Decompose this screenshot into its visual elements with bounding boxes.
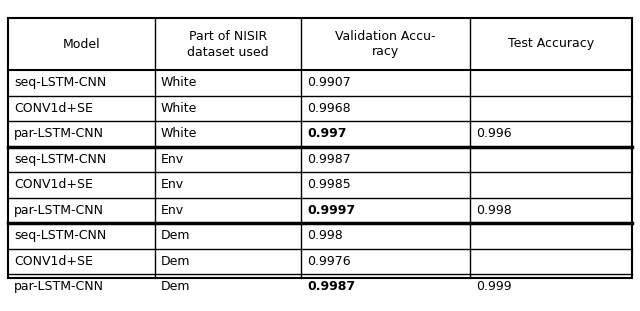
Text: 0.999: 0.999 <box>476 280 511 293</box>
Text: 0.9997: 0.9997 <box>307 204 355 217</box>
Text: Dem: Dem <box>161 229 190 242</box>
Text: Env: Env <box>161 204 184 217</box>
Text: par-LSTM-CNN: par-LSTM-CNN <box>14 204 104 217</box>
Text: seq-LSTM-CNN: seq-LSTM-CNN <box>14 153 106 166</box>
Text: Part of NISIR
dataset used: Part of NISIR dataset used <box>187 30 269 58</box>
Text: 0.9907: 0.9907 <box>307 76 351 89</box>
Text: seq-LSTM-CNN: seq-LSTM-CNN <box>14 229 106 242</box>
Text: seq-LSTM-CNN: seq-LSTM-CNN <box>14 76 106 89</box>
Text: 0.996: 0.996 <box>476 127 511 140</box>
Text: Model: Model <box>63 38 100 50</box>
Text: White: White <box>161 127 197 140</box>
Text: par-LSTM-CNN: par-LSTM-CNN <box>14 280 104 293</box>
Text: CONV1d+SE: CONV1d+SE <box>14 102 93 115</box>
Text: Test Accuracy: Test Accuracy <box>508 38 594 50</box>
Text: par-LSTM-CNN: par-LSTM-CNN <box>14 127 104 140</box>
Text: CONV1d+SE: CONV1d+SE <box>14 255 93 268</box>
Text: 0.9985: 0.9985 <box>307 178 351 191</box>
Text: 0.9987: 0.9987 <box>307 153 351 166</box>
Text: Dem: Dem <box>161 280 190 293</box>
Text: 0.997: 0.997 <box>307 127 347 140</box>
Text: White: White <box>161 76 197 89</box>
Text: Env: Env <box>161 178 184 191</box>
Text: CONV1d+SE: CONV1d+SE <box>14 178 93 191</box>
Bar <box>8 18 632 278</box>
Text: 0.998: 0.998 <box>307 229 343 242</box>
Text: White: White <box>161 102 197 115</box>
Text: 0.9976: 0.9976 <box>307 255 351 268</box>
Text: 0.9987: 0.9987 <box>307 280 355 293</box>
Text: 0.998: 0.998 <box>476 204 511 217</box>
Text: Validation Accu-
racy: Validation Accu- racy <box>335 30 436 58</box>
Text: Env: Env <box>161 153 184 166</box>
Text: Dem: Dem <box>161 255 190 268</box>
Text: 0.9968: 0.9968 <box>307 102 351 115</box>
